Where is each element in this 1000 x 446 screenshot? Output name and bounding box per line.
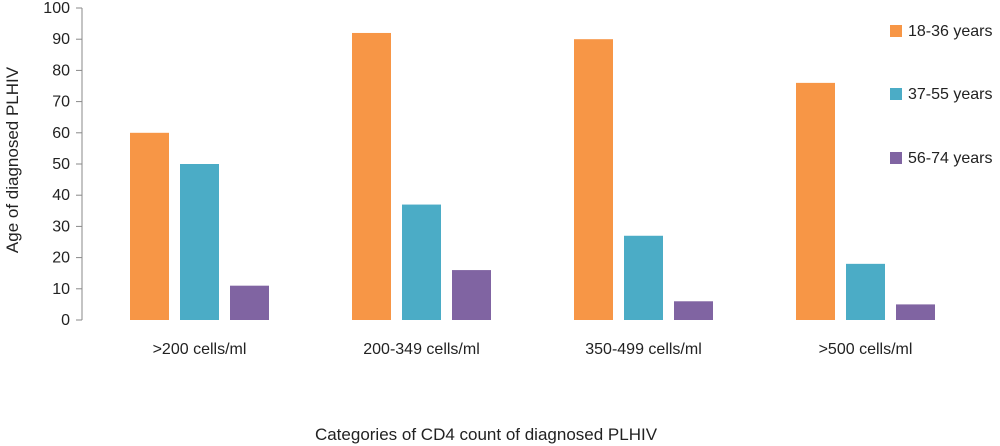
bar [896, 304, 935, 320]
y-axis-title: Age of diagnosed PLHIV [3, 66, 22, 253]
x-axis-title: Categories of CD4 count of diagnosed PLH… [315, 425, 658, 444]
legend-label: 56-74 years [908, 150, 993, 167]
y-tick-label: 90 [52, 31, 70, 48]
bar [452, 270, 491, 320]
legend-label: 18-36 years [908, 23, 993, 40]
y-tick-label: 70 [52, 94, 70, 111]
bar [230, 285, 269, 320]
legend-swatch [890, 152, 902, 164]
y-tick-label: 30 [52, 218, 70, 235]
bar [846, 263, 885, 320]
y-tick-label: 20 [52, 250, 70, 267]
bar [180, 164, 219, 320]
y-tick-label: 0 [61, 312, 70, 329]
x-tick-label: 350-499 cells/ml [585, 341, 702, 358]
legend-swatch [890, 25, 902, 37]
bar [574, 39, 613, 320]
bar [352, 32, 391, 321]
legend-label: 37-55 years [908, 86, 993, 103]
y-tick-label: 10 [52, 281, 70, 298]
bar [674, 301, 713, 320]
y-tick-label: 100 [43, 0, 70, 17]
legend-swatch [890, 88, 902, 100]
y-tick-label: 80 [52, 62, 70, 79]
x-tick-label: >500 cells/ml [819, 341, 913, 358]
y-tick-label: 50 [52, 156, 70, 173]
bar [130, 132, 169, 320]
bar [402, 204, 441, 320]
bar [796, 82, 835, 320]
bar-series-group [130, 32, 935, 321]
x-tick-label: 200-349 cells/ml [363, 341, 480, 358]
y-tick-label: 40 [52, 187, 70, 204]
y-axis-ticks: 0 10 20 30 40 50 60 70 80 90 100 [43, 0, 82, 329]
x-axis-ticks: >200 cells/ml 200-349 cells/ml 350-499 cel… [153, 341, 913, 358]
bar [624, 235, 663, 320]
y-tick-label: 60 [52, 125, 70, 142]
x-tick-label: >200 cells/ml [153, 341, 247, 358]
legend: 18-36 years 37-55 years 56-74 years [890, 23, 993, 167]
